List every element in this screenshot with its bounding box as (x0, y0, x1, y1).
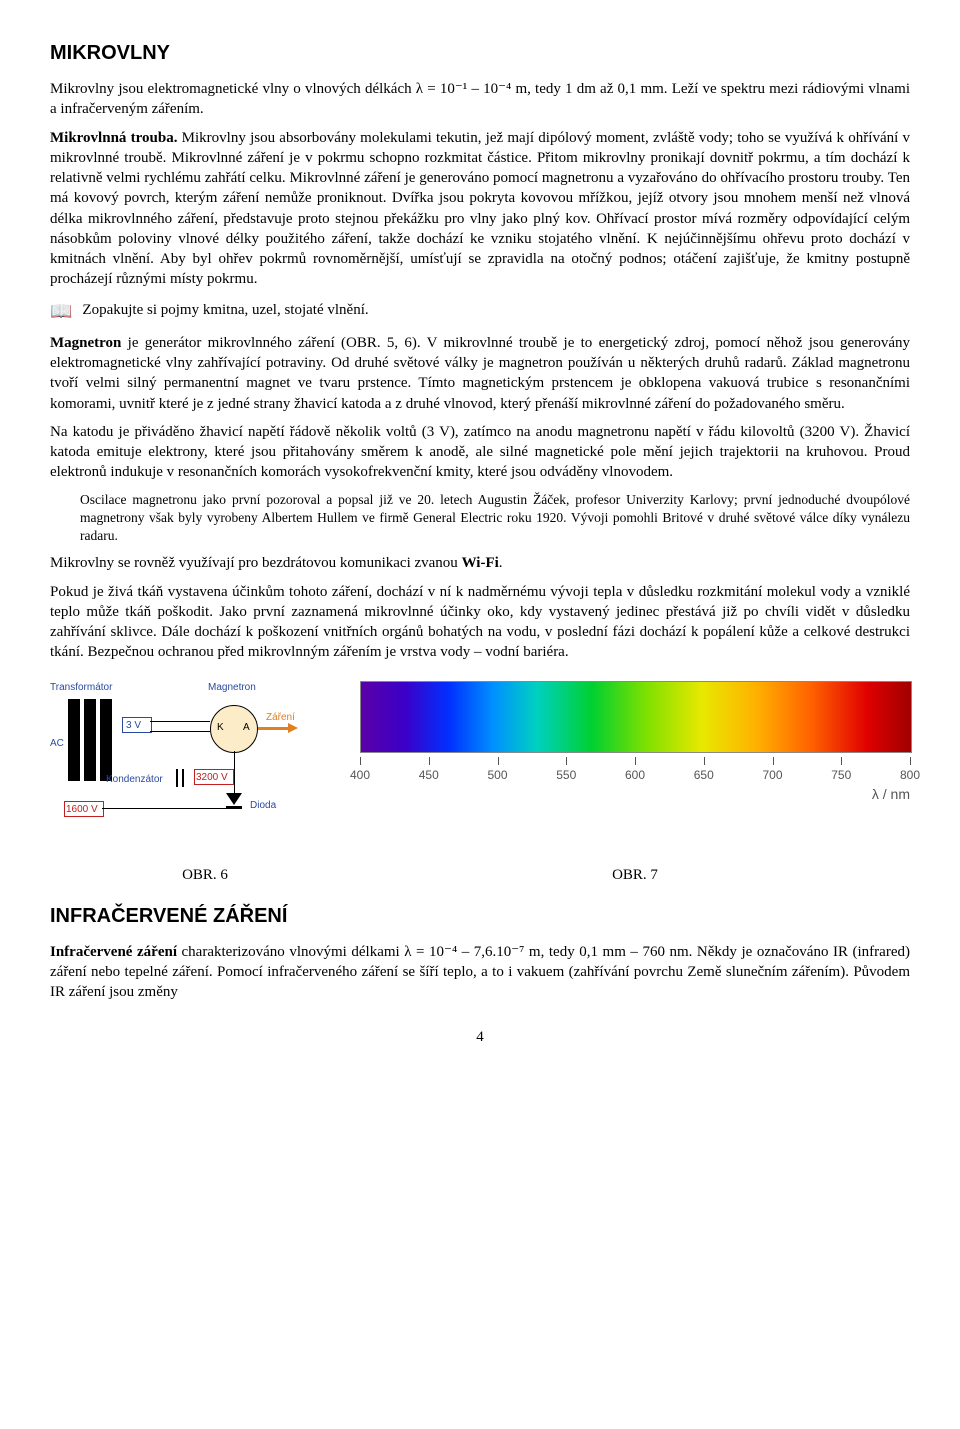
bold-ir: Infračervené záření (50, 944, 177, 960)
spectrum: 400450500550600650700750800 λ / nm (360, 681, 910, 804)
paragraph-trouba: Mikrovlnná trouba. Mikrovlny jsou absorb… (50, 128, 910, 290)
spectrum-tick (910, 757, 911, 765)
caption-obr6: OBR. 6 (182, 867, 228, 883)
indented-history: Oscilace magnetronu jako první pozoroval… (80, 491, 910, 546)
label-3200v: 3200 V (196, 771, 228, 785)
spectrum-tick-label: 600 (625, 767, 645, 783)
spectrum-tick (566, 757, 567, 765)
caption-obr7: OBR. 7 (612, 867, 658, 883)
text-wifi-pre: Mikrovlny se rovněž využívají pro bezdrá… (50, 555, 462, 571)
text-trouba-rest: Mikrovlny jsou absorbovány molekulami te… (50, 130, 910, 288)
label-dioda: Dioda (250, 799, 276, 813)
spectrum-axis: 400450500550600650700750800 (360, 757, 910, 783)
heading-mikrovlny: MIKROVLNY (50, 40, 910, 67)
spectrum-tick (841, 757, 842, 765)
spectrum-tick-label: 650 (694, 767, 714, 783)
spectrum-bar (360, 681, 912, 753)
label-1600v: 1600 V (66, 803, 98, 817)
book-icon: 📖 (50, 300, 72, 323)
review-text: Zopakujte si pojmy kmitna, uzel, stojaté… (82, 300, 368, 320)
bold-magnetron: Magnetron (50, 335, 121, 351)
spectrum-tick-label: 800 (900, 767, 920, 783)
paragraph-ir: Infračervené záření charakterizováno vln… (50, 942, 910, 1003)
text-wifi-post: . (499, 555, 503, 571)
figures-row: Transformátor Magnetron AC 3 V K A Zářen… (50, 681, 910, 841)
label-kondenzator: Kondenzátor (106, 773, 163, 787)
page-number: 4 (50, 1027, 910, 1047)
figure-6: Transformátor Magnetron AC 3 V K A Zářen… (50, 681, 330, 841)
label-zareni: Záření (266, 711, 295, 725)
paragraph-katoda: Na katodu je přiváděno žhavicí napětí řá… (50, 422, 910, 483)
spectrum-tick (635, 757, 636, 765)
captions-row: OBR. 6 OBR. 7 (50, 865, 910, 885)
spectrum-tick (498, 757, 499, 765)
text-magnetron-rest: je generátor mikrovlnného záření (OBR. 5… (50, 335, 910, 412)
spectrum-tick-label: 400 (350, 767, 370, 783)
paragraph-intro: Mikrovlny jsou elektromagnetické vlny o … (50, 79, 910, 120)
circuit-diagram: Transformátor Magnetron AC 3 V K A Zářen… (50, 681, 320, 841)
label-ac: AC (50, 737, 64, 751)
spectrum-tick-label: 750 (831, 767, 851, 783)
label-magnetron: Magnetron (208, 681, 256, 695)
figure-7: 400450500550600650700750800 λ / nm (360, 681, 910, 804)
spectrum-tick-label: 450 (419, 767, 439, 783)
label-a: A (243, 721, 250, 735)
heading-infracervene: INFRAČERVENÉ ZÁŘENÍ (50, 903, 910, 930)
text-ir-rest: charakterizováno vlnovými délkami λ = 10… (50, 944, 910, 1001)
label-transformator: Transformátor (50, 681, 112, 695)
spectrum-tick (773, 757, 774, 765)
paragraph-magnetron: Magnetron je generátor mikrovlnného záře… (50, 333, 910, 414)
spectrum-tick-label: 700 (762, 767, 782, 783)
label-3v: 3 V (126, 719, 141, 733)
review-row: 📖 Zopakujte si pojmy kmitna, uzel, stoja… (50, 300, 910, 323)
paragraph-safety: Pokud je živá tkáň vystavena účinkům toh… (50, 582, 910, 663)
spectrum-tick (429, 757, 430, 765)
spectrum-tick-label: 500 (487, 767, 507, 783)
spectrum-tick (704, 757, 705, 765)
bold-trouba: Mikrovlnná trouba. (50, 130, 177, 146)
bold-wifi: Wi-Fi (462, 555, 499, 571)
spectrum-axis-label: λ / nm (360, 785, 910, 804)
spectrum-tick (360, 757, 361, 765)
paragraph-wifi: Mikrovlny se rovněž využívají pro bezdrá… (50, 553, 910, 573)
spectrum-tick-label: 550 (556, 767, 576, 783)
label-k: K (217, 721, 224, 735)
